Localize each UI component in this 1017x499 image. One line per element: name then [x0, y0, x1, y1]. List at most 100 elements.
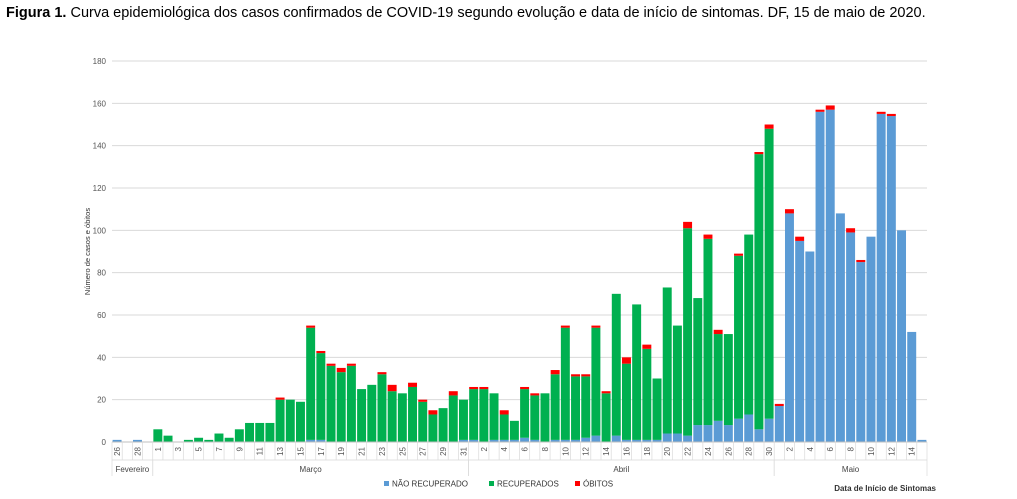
y-tick-label: 40: [97, 353, 106, 362]
bar-nao-recuperado: [571, 439, 581, 442]
bar-nao-recuperado: [774, 406, 784, 442]
x-tick-label: 25: [398, 446, 407, 455]
bar-nao-recuperado: [764, 418, 774, 442]
bar-nao-recuperado: [805, 251, 815, 442]
bar-recuperados: [652, 378, 662, 440]
bar-recuperados: [163, 435, 173, 442]
bar-obitos: [408, 382, 418, 387]
bar-nao-recuperado: [509, 439, 519, 442]
bar-obitos: [754, 152, 764, 155]
bar-recuperados: [306, 327, 316, 440]
legend: NÃO RECUPERADO RECUPERADOS ÓBITOS: [384, 480, 613, 489]
bar-recuperados: [621, 363, 631, 440]
y-axis-label: Número de casos e óbitos: [83, 208, 92, 295]
bar-obitos: [713, 329, 723, 335]
bar-nao-recuperado: [489, 439, 499, 442]
y-tick-label: 120: [93, 184, 107, 193]
x-tick-label: 2: [480, 446, 489, 451]
bar-obitos: [469, 386, 479, 390]
bar-recuperados: [489, 393, 499, 440]
bar-recuperados: [428, 414, 438, 442]
bar-recuperados: [418, 401, 428, 442]
bar-obitos: [621, 357, 631, 364]
bar-obitos: [550, 370, 560, 375]
bar-nao-recuperado: [866, 236, 876, 442]
x-tick-label: 9: [235, 446, 244, 451]
bar-obitos: [764, 124, 774, 129]
bar-nao-recuperado: [734, 418, 744, 442]
bar-recuperados: [601, 393, 611, 442]
bar-recuperados: [713, 334, 723, 421]
y-axis-ticks: 0 20 40 60 80 100 120 140 160 180: [93, 57, 107, 447]
x-tick-label: 19: [337, 446, 346, 455]
x-tick-label: 6: [826, 446, 835, 451]
x-tick-label: 12: [887, 446, 896, 455]
bar-nao-recuperado: [611, 435, 621, 442]
bar-recuperados: [357, 389, 367, 442]
bar-recuperados: [540, 393, 550, 442]
bar-obitos: [571, 374, 581, 377]
x-tick-label: 30: [765, 446, 774, 455]
bar-recuperados: [387, 391, 397, 442]
bar-recuperados: [530, 395, 540, 440]
bar-recuperados: [438, 408, 448, 442]
x-tick-label: 17: [317, 446, 326, 455]
legend-label: RECUPERADOS: [497, 480, 559, 489]
bar-nao-recuperado: [897, 230, 907, 442]
x-tick-label: 16: [622, 446, 631, 455]
bar-recuperados: [367, 384, 377, 442]
x-axis: 26 28 1 3 5 7 9 11 13 15 17 19 21 23 25 27 29 31 2 4 6 8 10 12 1…: [111, 441, 928, 461]
bar-recuperados: [693, 298, 703, 426]
month-label: Maio: [842, 465, 860, 474]
bar-obitos: [703, 234, 713, 239]
figure-caption: Figura 1. Curva epidemiológica dos casos…: [6, 5, 1010, 21]
x-tick-label: 10: [561, 446, 570, 455]
bar-nao-recuperado: [632, 439, 642, 442]
x-tick-label: 7: [215, 446, 224, 451]
bar-obitos: [448, 391, 458, 396]
bar-nao-recuperado: [652, 439, 662, 442]
bar-recuperados: [744, 234, 754, 415]
bar-nao-recuperado: [621, 439, 631, 442]
bar-obitos: [377, 372, 387, 375]
bar-recuperados: [683, 228, 693, 436]
bar-recuperados: [316, 353, 326, 440]
grid: [112, 60, 927, 401]
x-tick-label: 4: [500, 446, 509, 451]
bar-obitos: [876, 111, 886, 114]
bar-obitos: [326, 363, 336, 366]
x-tick-label: 14: [602, 446, 611, 455]
x-tick-label: 13: [276, 446, 285, 455]
x-tick-label: 22: [684, 446, 693, 455]
bar-recuperados: [754, 154, 764, 430]
bar-nao-recuperado: [662, 433, 672, 442]
bar-recuperados: [275, 399, 285, 442]
bar-nao-recuperado: [591, 435, 601, 442]
y-tick-label: 140: [93, 142, 107, 151]
figure-caption-text: Curva epidemiológica dos casos confirmad…: [66, 5, 926, 21]
bar-recuperados: [662, 287, 672, 434]
bar-recuperados: [255, 422, 265, 442]
bar-recuperados: [285, 399, 295, 442]
bar-nao-recuperado: [856, 262, 866, 442]
bar-nao-recuperado: [112, 439, 122, 442]
bar-obitos: [560, 325, 570, 328]
y-tick-label: 100: [93, 226, 107, 235]
bar-obitos: [815, 109, 825, 112]
bar-nao-recuperado: [703, 425, 713, 442]
bar-nao-recuperado: [835, 213, 845, 442]
bar-recuperados: [632, 304, 642, 440]
bar-obitos: [479, 386, 489, 390]
month-label: Março: [300, 465, 323, 474]
x-tick-label: 31: [459, 446, 468, 455]
bar-recuperados: [571, 376, 581, 440]
bar-nao-recuperado: [469, 439, 479, 442]
bars: [112, 105, 927, 443]
bar-recuperados: [591, 327, 601, 436]
bar-recuperados: [408, 386, 418, 442]
x-axis-title: Data de Início de Sintomas: [834, 484, 936, 493]
bar-recuperados: [479, 389, 489, 442]
month-label: Fevereiro: [115, 465, 149, 474]
legend-label: ÓBITOS: [583, 480, 613, 489]
